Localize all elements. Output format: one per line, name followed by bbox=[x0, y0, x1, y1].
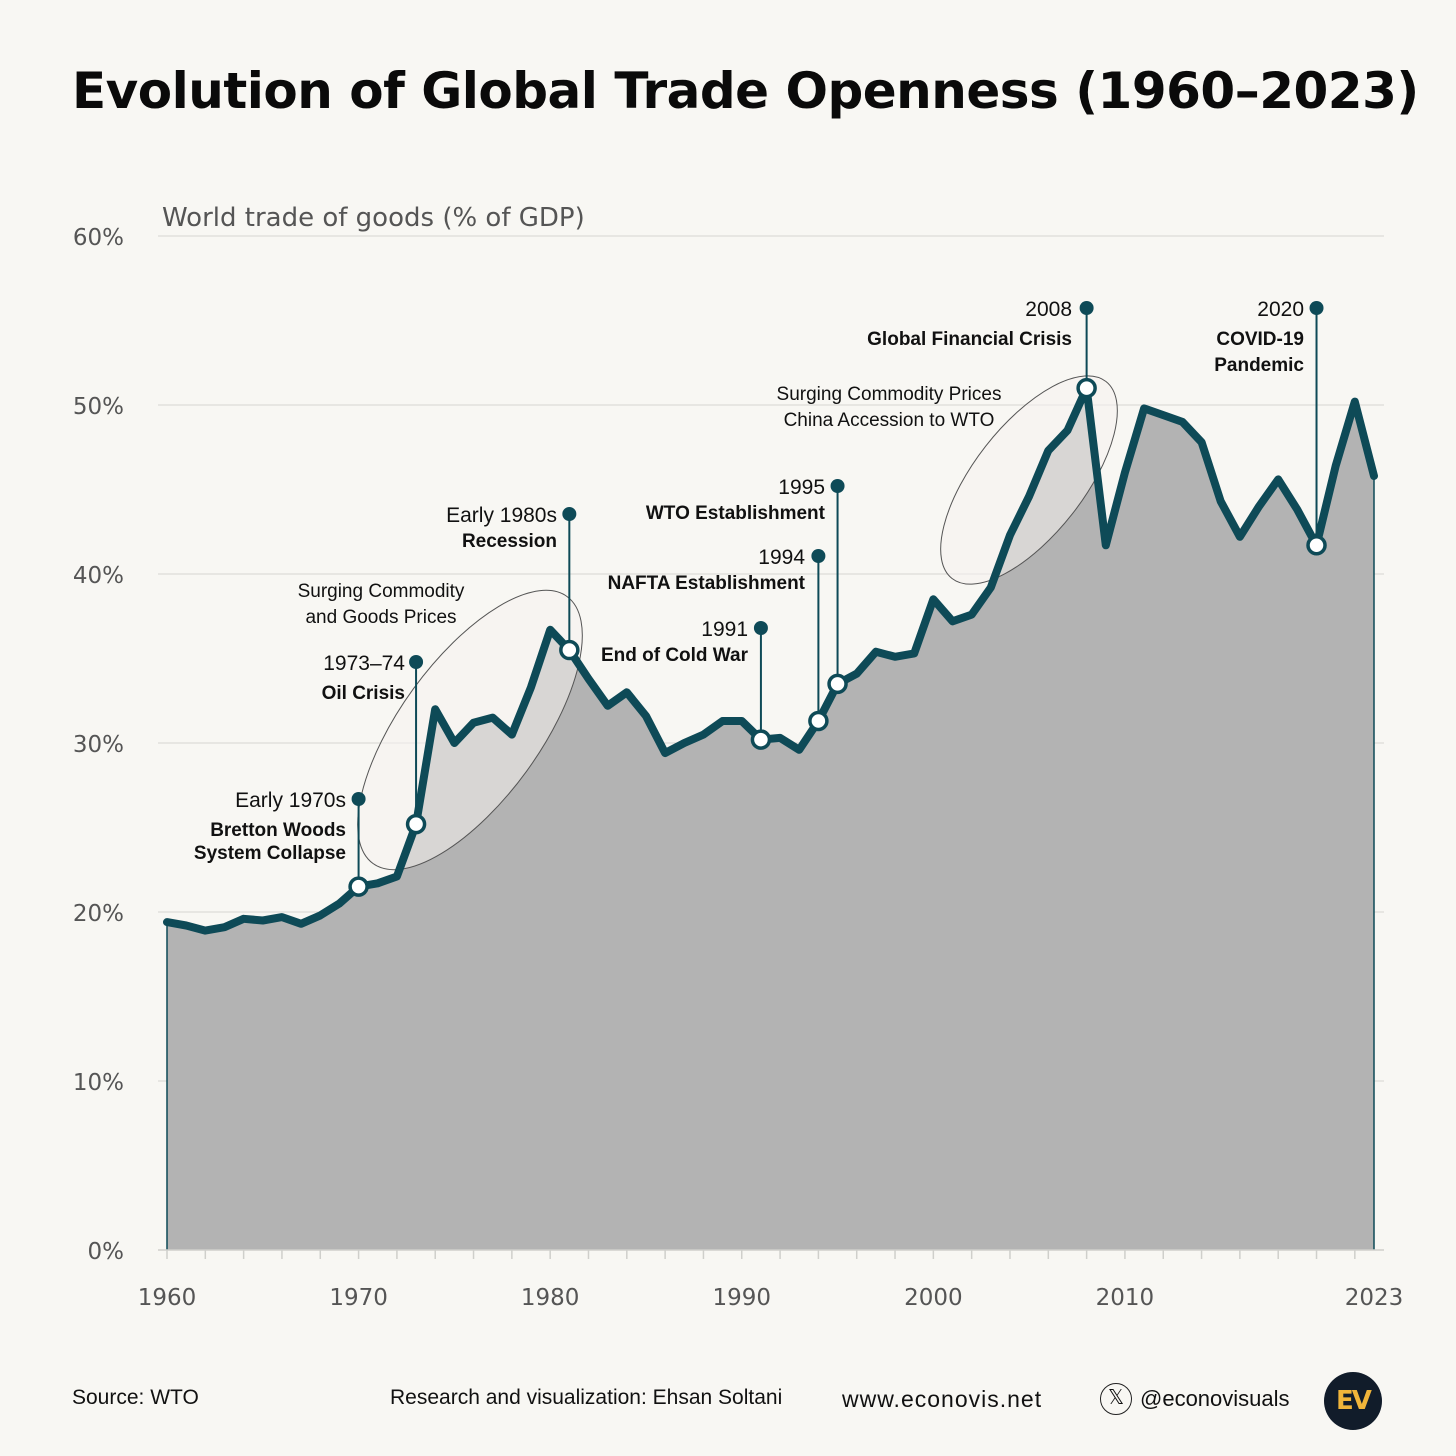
annotation-dot bbox=[409, 655, 424, 669]
annotation-dot bbox=[1309, 301, 1324, 315]
annotation-desc: Bretton Woods bbox=[210, 820, 346, 841]
x-tick-label: 2010 bbox=[1096, 1285, 1155, 1311]
area-fill bbox=[167, 388, 1374, 1251]
annotation-dot bbox=[1079, 301, 1094, 315]
annotation-marker bbox=[1306, 535, 1327, 556]
annotation-desc: Oil Crisis bbox=[322, 683, 405, 704]
annotation-dot bbox=[351, 792, 366, 806]
y-tick-label: 50% bbox=[73, 394, 124, 420]
x-logo-icon[interactable]: 𝕏 bbox=[1100, 1383, 1132, 1415]
annotation-marker bbox=[750, 729, 772, 750]
x-tick-label: 1990 bbox=[712, 1285, 771, 1311]
annotation-marker bbox=[405, 813, 427, 835]
annotation-marker bbox=[348, 876, 369, 897]
y-tick-label: 40% bbox=[73, 563, 124, 589]
y-tick-label: 0% bbox=[88, 1239, 125, 1265]
annotation-desc: System Collapse bbox=[194, 843, 346, 864]
annotation-label: 1991 bbox=[701, 618, 748, 641]
annotations: Surging Commodity and Goods Prices Surging… bbox=[194, 298, 1327, 897]
x-tick-label: 1970 bbox=[329, 1285, 388, 1311]
annotation-label: 2008 bbox=[1025, 298, 1072, 321]
area-layer bbox=[166, 388, 1375, 1251]
annotation-marker bbox=[1076, 377, 1097, 399]
y-axis-label: World trade of goods (% of GDP) bbox=[162, 203, 585, 233]
annotation-label: Early 1980s bbox=[446, 504, 557, 527]
annotation-desc: Pandemic bbox=[1214, 355, 1304, 376]
page-title: Evolution of Global Trade Openness (1960… bbox=[72, 62, 1419, 120]
annotation-desc: WTO Establishment bbox=[646, 503, 826, 524]
x-tick-label: 1960 bbox=[138, 1285, 197, 1311]
highlight-label: Surging Commodity Prices bbox=[777, 384, 1002, 405]
econovis-logo: EV bbox=[1324, 1372, 1382, 1430]
x-tick-label: 2000 bbox=[904, 1285, 963, 1311]
x-tick-label: 1980 bbox=[521, 1285, 580, 1311]
annotation-label: 1995 bbox=[778, 476, 825, 499]
annotation-desc: End of Cold War bbox=[601, 645, 749, 666]
annotation-dot bbox=[753, 621, 768, 635]
website-link[interactable]: www.econovis.net bbox=[842, 1386, 1043, 1412]
y-tick-label: 20% bbox=[73, 901, 124, 927]
annotation-label: Early 1970s bbox=[235, 789, 346, 812]
highlight-label: and Goods Prices bbox=[305, 607, 456, 628]
social-handle[interactable]: @econovisuals bbox=[1140, 1386, 1290, 1411]
highlight-ellipse bbox=[940, 375, 1118, 585]
annotation-dot bbox=[562, 507, 577, 521]
annotation-label: 2020 bbox=[1257, 298, 1304, 321]
annotation-desc: COVID-19 bbox=[1216, 329, 1304, 350]
highlight-label: China Accession to WTO bbox=[784, 410, 995, 431]
annotation-dot bbox=[830, 479, 845, 493]
y-tick-label: 30% bbox=[73, 732, 124, 758]
annotation-marker bbox=[808, 710, 829, 732]
y-tick-label: 10% bbox=[73, 1070, 124, 1096]
annotation-desc: Global Financial Crisis bbox=[867, 329, 1072, 350]
y-tick-label: 60% bbox=[73, 225, 124, 251]
annotation-marker bbox=[827, 673, 848, 695]
annotation-dot bbox=[811, 549, 826, 563]
x-tick-label: 2023 bbox=[1345, 1285, 1404, 1311]
axes: 0% 10% 20% 30% 40% 50% 60% 1960 1970 1980 1990 2000… bbox=[73, 225, 1403, 1311]
annotation-desc: NAFTA Establishment bbox=[608, 573, 806, 594]
highlight-label: Surging Commodity bbox=[298, 581, 465, 602]
annotation-desc: Recession bbox=[462, 531, 557, 552]
annotation-marker bbox=[559, 639, 580, 661]
annotation-label: 1973–74 bbox=[323, 652, 405, 675]
source-note: Source: WTO bbox=[72, 1386, 199, 1409]
credit-note: Research and visualization: Ehsan Soltan… bbox=[390, 1386, 783, 1409]
annotation-label: 1994 bbox=[758, 546, 805, 569]
